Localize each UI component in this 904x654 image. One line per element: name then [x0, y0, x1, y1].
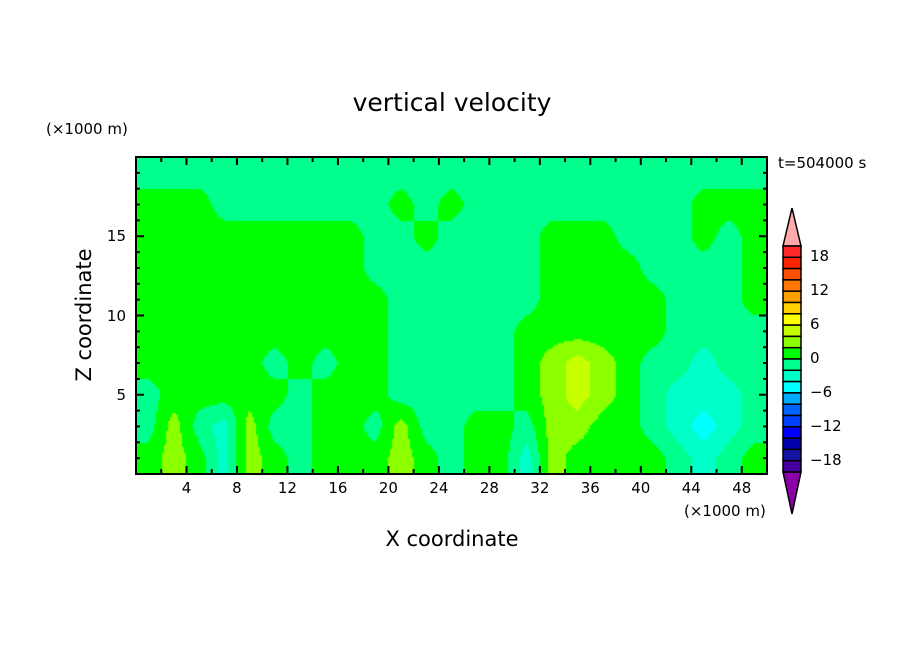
colorbar-box — [782, 290, 802, 304]
colorbar-over-triangle — [782, 207, 802, 247]
x-tick-label: 8 — [232, 479, 242, 497]
x-tick-label: 32 — [530, 479, 550, 497]
colorbar-box — [782, 245, 802, 259]
colorbar-under-triangle — [782, 471, 802, 515]
colorbar-tick-label: 18 — [810, 247, 830, 266]
chart-title: vertical velocity — [352, 88, 552, 117]
colorbar-tick-label: −6 — [810, 382, 833, 401]
time-annotation: t=504000 s — [778, 154, 867, 172]
colorbar-box — [782, 267, 802, 281]
colorbar-box — [782, 301, 802, 315]
x-axis-label: X coordinate — [385, 527, 519, 551]
y-tick-label: 5 — [116, 385, 126, 404]
colorbar-tick-label: −18 — [810, 450, 842, 469]
y-tick-label: 15 — [106, 227, 126, 246]
colorbar-box — [782, 380, 802, 394]
colorbar-box — [782, 414, 802, 428]
plot-frame — [135, 156, 768, 475]
x-tick-label: 4 — [181, 479, 192, 497]
colorbar-box — [782, 459, 802, 473]
x-tick-label: 20 — [378, 479, 398, 497]
colorbar-tick-label: −12 — [810, 416, 842, 435]
colorbar-box — [782, 403, 802, 417]
colorbar-box — [782, 437, 802, 451]
colorbar-tick-label: 6 — [810, 315, 820, 334]
colorbar-box — [782, 358, 802, 372]
colorbar-box — [782, 448, 802, 462]
x-tick-label: 16 — [328, 479, 348, 497]
velocity-field — [136, 157, 767, 474]
x-tick-label: 40 — [631, 479, 651, 497]
x-tick-label: 44 — [681, 479, 701, 497]
colorbar-box — [782, 392, 802, 405]
x-tick-label: 48 — [732, 479, 752, 497]
y-axis-unit: (×1000 m) — [46, 120, 128, 138]
x-axis-unit: (×1000 m) — [684, 502, 766, 520]
x-tick-label: 12 — [277, 479, 297, 497]
colorbar-tick-label: 12 — [810, 281, 830, 300]
colorbar-box — [782, 426, 802, 439]
colorbar-box — [782, 256, 802, 270]
colorbar-box — [782, 369, 802, 383]
colorbar-tick-label: 0 — [810, 349, 820, 367]
x-tick-label: 24 — [429, 479, 449, 497]
x-tick-label: 36 — [580, 479, 600, 497]
colorbar-box — [782, 335, 802, 349]
colorbar-box — [782, 279, 802, 292]
colorbar-box — [782, 324, 802, 338]
y-tick-label: 10 — [106, 306, 126, 325]
colorbar-box — [782, 346, 802, 360]
x-tick-label: 28 — [479, 479, 499, 497]
colorbar-box — [782, 313, 802, 326]
